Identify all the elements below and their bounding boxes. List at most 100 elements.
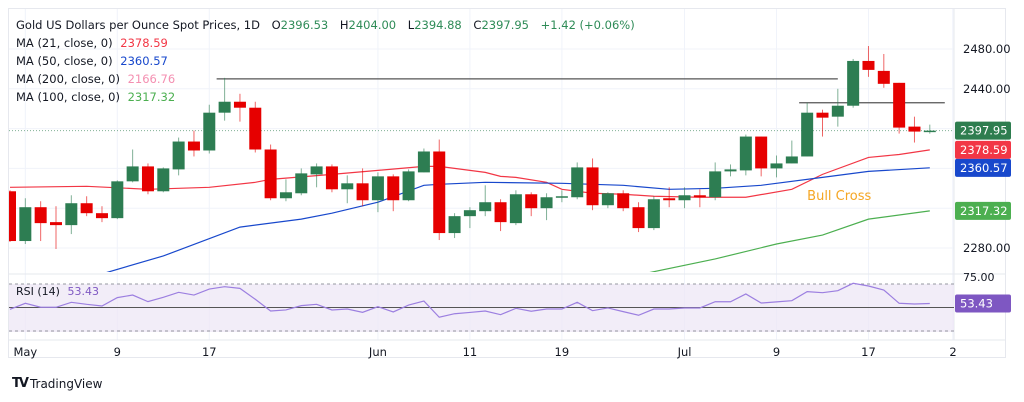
candle-body bbox=[141, 166, 154, 192]
candle[interactable] bbox=[49, 206, 62, 249]
candle-body bbox=[801, 112, 814, 157]
candle[interactable] bbox=[463, 207, 476, 229]
candle[interactable] bbox=[739, 134, 752, 176]
candle[interactable] bbox=[586, 158, 599, 211]
candle[interactable] bbox=[770, 155, 783, 178]
candle[interactable] bbox=[249, 101, 262, 153]
candle[interactable] bbox=[494, 199, 507, 232]
candle[interactable] bbox=[831, 88, 844, 127]
candle[interactable] bbox=[126, 149, 139, 183]
candle[interactable] bbox=[908, 116, 921, 143]
price-label-text: 2378.59 bbox=[960, 143, 1008, 157]
rsi-value-badge bbox=[955, 294, 1011, 313]
candle-body bbox=[417, 151, 430, 173]
indicator-label: MA (21, close, 0) bbox=[16, 36, 113, 50]
price-label-text: 2360.57 bbox=[960, 161, 1008, 175]
candle[interactable] bbox=[617, 190, 630, 212]
candle-body bbox=[371, 176, 384, 201]
candle[interactable] bbox=[19, 198, 32, 245]
candle[interactable] bbox=[479, 185, 492, 217]
candle[interactable] bbox=[387, 174, 400, 212]
candle-body bbox=[233, 101, 246, 108]
candle[interactable] bbox=[862, 46, 875, 77]
candle[interactable] bbox=[172, 137, 185, 176]
candle-body bbox=[494, 202, 507, 223]
rsi-legend[interactable]: RSI (14) 53.43 bbox=[16, 285, 103, 298]
candle-body bbox=[448, 216, 461, 234]
candle[interactable] bbox=[141, 163, 154, 195]
candle[interactable] bbox=[402, 169, 415, 202]
candle[interactable] bbox=[678, 187, 691, 209]
candle-body bbox=[663, 198, 676, 201]
candle-body bbox=[877, 70, 890, 84]
candle[interactable] bbox=[325, 164, 338, 193]
candle-body bbox=[264, 149, 277, 199]
candle[interactable] bbox=[632, 202, 645, 233]
candle[interactable] bbox=[847, 58, 860, 108]
candle[interactable] bbox=[233, 93, 246, 122]
candle[interactable] bbox=[509, 190, 522, 226]
candle[interactable] bbox=[923, 124, 936, 134]
candle[interactable] bbox=[525, 192, 538, 217]
tradingview-brand[interactable]: TV TradingView bbox=[12, 376, 102, 391]
candle-body bbox=[65, 203, 78, 226]
candle-body bbox=[187, 141, 200, 151]
candle-body bbox=[157, 168, 170, 192]
candle[interactable] bbox=[663, 187, 676, 208]
candle[interactable] bbox=[187, 130, 200, 157]
candle[interactable] bbox=[601, 192, 614, 209]
candle[interactable] bbox=[647, 196, 660, 231]
candle-body bbox=[295, 173, 308, 194]
time-tick-label: 17 bbox=[202, 345, 217, 359]
candle[interactable] bbox=[218, 77, 231, 121]
indicator-ma21[interactable]: MA (21, close, 0) 2378.59 bbox=[16, 36, 172, 50]
candle[interactable] bbox=[433, 139, 446, 241]
candle[interactable] bbox=[80, 196, 93, 217]
candle[interactable] bbox=[816, 109, 829, 137]
candle[interactable] bbox=[157, 167, 170, 193]
candle[interactable] bbox=[371, 172, 384, 213]
candle[interactable] bbox=[724, 164, 737, 177]
indicator-ma50[interactable]: MA (50, close, 0) 2360.57 bbox=[16, 54, 172, 68]
low-label: L bbox=[407, 18, 415, 32]
candle[interactable] bbox=[877, 53, 890, 88]
candle[interactable] bbox=[540, 193, 553, 221]
candle[interactable] bbox=[356, 168, 369, 207]
close-label: C bbox=[473, 18, 482, 32]
candle[interactable] bbox=[65, 195, 78, 235]
candle[interactable] bbox=[341, 175, 354, 204]
candle[interactable] bbox=[4, 190, 16, 243]
candle-body bbox=[755, 136, 768, 169]
rsi-tick-label: 75.00 bbox=[963, 271, 995, 284]
candle-body bbox=[525, 194, 538, 209]
candle[interactable] bbox=[417, 148, 430, 173]
symbol-title[interactable]: Gold US Dollars per Ounce Spot Prices, 1… bbox=[16, 18, 260, 32]
candle-body bbox=[249, 107, 262, 150]
candle-body bbox=[540, 197, 553, 209]
candle[interactable] bbox=[203, 104, 216, 154]
indicator-ma100[interactable]: MA (100, close, 0) 2317.32 bbox=[16, 90, 179, 104]
candle[interactable] bbox=[448, 213, 461, 239]
candle-body bbox=[862, 60, 875, 70]
time-tick-label: 19 bbox=[555, 345, 570, 359]
candle[interactable] bbox=[34, 201, 47, 242]
candle[interactable] bbox=[571, 162, 584, 200]
candle[interactable] bbox=[785, 140, 798, 164]
candle[interactable] bbox=[801, 102, 814, 157]
candle[interactable] bbox=[693, 189, 706, 208]
candle[interactable] bbox=[264, 144, 277, 201]
time-tick-label: 9 bbox=[114, 345, 121, 359]
candle[interactable] bbox=[295, 168, 308, 196]
candle-body bbox=[19, 207, 32, 242]
candle[interactable] bbox=[709, 162, 722, 201]
candle[interactable] bbox=[755, 136, 768, 177]
indicator-ma200[interactable]: MA (200, close, 0) 2166.76 bbox=[16, 72, 179, 86]
candle[interactable] bbox=[111, 180, 124, 220]
candle[interactable] bbox=[95, 206, 108, 223]
candle[interactable] bbox=[555, 190, 568, 203]
candle[interactable] bbox=[310, 163, 323, 188]
candle-body bbox=[95, 213, 108, 219]
candle[interactable] bbox=[279, 179, 292, 202]
candle[interactable] bbox=[893, 82, 906, 134]
